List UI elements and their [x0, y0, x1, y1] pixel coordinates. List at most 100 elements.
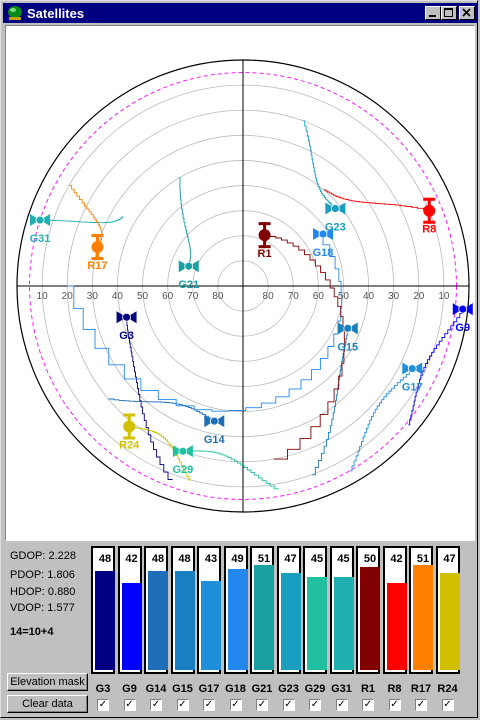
sky-plot[interactable]: 10 10 20 20 30 30 40 40 50 50 60 60 70 70 80 80 G3 G9 G… — [5, 25, 475, 541]
signal-bar-frame: 45 — [329, 546, 354, 674]
elevation-tick-label: 10 — [37, 291, 49, 302]
signal-bar-fill — [121, 583, 142, 670]
signal-value: 50 — [363, 553, 377, 565]
satellite-marker[interactable]: G14 — [204, 415, 226, 446]
satellite-track — [349, 368, 413, 472]
satellite-track — [323, 189, 430, 211]
signal-bar: 45 G29 ✓ — [303, 544, 327, 711]
satellite-enable-checkbox[interactable]: ✓ — [362, 699, 374, 711]
satellite-track — [303, 120, 336, 209]
signal-bar-label: G9 — [122, 683, 137, 695]
window-title: Satellites — [27, 6, 85, 21]
satellite-count: 14=10+4 — [10, 626, 54, 638]
signal-bar-frame: 50 — [356, 546, 380, 674]
maximize-icon — [444, 8, 453, 17]
signal-value: 47 — [443, 553, 456, 565]
signal-bar-label: G29 — [304, 683, 326, 695]
elevation-tick-label: 30 — [388, 291, 400, 302]
satellite-marker[interactable]: G18 — [313, 228, 334, 259]
signal-bar-fill — [254, 565, 274, 670]
signal-bar-frame: 47 — [276, 546, 301, 674]
satellite-enable-checkbox[interactable]: ✓ — [309, 699, 321, 711]
satellite-track — [264, 235, 346, 460]
signal-bar-frame: 42 — [382, 546, 407, 674]
satellite-marker[interactable]: G3 — [116, 311, 137, 342]
title-bar[interactable]: Satellites — [3, 3, 477, 23]
satellite-enable-checkbox[interactable]: ✓ — [229, 699, 242, 711]
satellite-track — [39, 216, 124, 224]
signal-value: 45 — [337, 553, 350, 565]
satellite-marker[interactable]: G29 — [172, 445, 193, 476]
signal-value: 48 — [98, 553, 112, 565]
satellite-enable-checkbox[interactable]: ✓ — [441, 699, 454, 711]
signal-bar-fill — [386, 583, 407, 670]
satellite-marker[interactable]: G9 — [452, 303, 473, 334]
sky-plot-canvas: 10 10 20 20 30 30 40 40 50 50 60 60 70 70 80 80 G3 G9 G… — [16, 59, 473, 513]
signal-bar-fill — [360, 567, 380, 670]
satellite-label: R24 — [119, 440, 140, 452]
signal-bar: 50 R1 ✓ — [356, 544, 380, 711]
elevation-tick-label: 30 — [87, 291, 99, 302]
satellite-marker[interactable]: G15 — [337, 322, 358, 353]
signal-bar-frame: 49 — [223, 546, 248, 674]
satellite-track — [126, 317, 173, 480]
signal-bar: 51 R17 ✓ — [409, 544, 433, 711]
signal-bar-frame: 51 — [250, 546, 274, 674]
satellite-label: G3 — [119, 330, 134, 342]
satellite-label: G29 — [172, 464, 193, 476]
signal-bar: 42 G9 ✓ — [117, 544, 142, 711]
satellite-enable-checkbox[interactable]: ✓ — [97, 699, 109, 711]
satellite-marker[interactable]: G21 — [178, 260, 199, 291]
signal-bar: 43 G17 ✓ — [197, 544, 221, 711]
satellite-marker[interactable]: G31 — [30, 214, 51, 245]
satellite-marker[interactable]: R24 — [119, 413, 140, 452]
satellite-marker[interactable]: R8 — [422, 197, 436, 236]
satellite-enable-checkbox[interactable]: ✓ — [335, 699, 348, 711]
signal-value: 49 — [231, 553, 244, 565]
satellite-track — [182, 450, 279, 490]
signal-bar-frame: 45 — [303, 546, 327, 674]
signal-bar-label: R24 — [437, 683, 458, 695]
signal-value: 43 — [204, 553, 218, 565]
clear-data-button[interactable]: Clear data — [7, 695, 88, 713]
satellite-enable-checkbox[interactable]: ✓ — [203, 699, 215, 711]
satellite-marker[interactable]: G17 — [402, 362, 423, 394]
signal-bar: 48 G3 ✓ — [91, 544, 115, 711]
satellite-track — [179, 176, 192, 267]
gdop-value: GDOP: 2.228 — [10, 550, 77, 562]
signal-bar-label: G18 — [225, 683, 246, 695]
signal-bar: 48 G15 ✓ — [170, 544, 195, 711]
close-button[interactable] — [459, 6, 475, 20]
maximize-button[interactable] — [441, 6, 457, 20]
satellite-enable-checkbox[interactable]: ✓ — [150, 699, 162, 711]
satellite-marker[interactable]: R1 — [258, 222, 272, 260]
vdop-value: VDOP: 1.577 — [10, 602, 75, 614]
satellite-marker[interactable]: R17 — [87, 234, 108, 272]
signal-bar: 47 R24 ✓ — [435, 544, 460, 711]
elevation-tick-label: 60 — [162, 291, 174, 302]
signal-bar-fill — [307, 577, 327, 670]
satellite-enable-checkbox[interactable]: ✓ — [256, 699, 268, 711]
satellite-enable-checkbox[interactable]: ✓ — [415, 699, 427, 711]
elevation-mask-button[interactable]: Elevation mask — [7, 673, 88, 691]
signal-bar: 48 G14 ✓ — [144, 544, 168, 711]
signal-bar: 47 G23 ✓ — [276, 544, 301, 711]
signal-bar-label: R8 — [387, 683, 402, 695]
satellite-label: R8 — [422, 224, 436, 236]
signal-value: 42 — [125, 553, 138, 565]
satellite-label: G18 — [313, 247, 334, 259]
signal-bar: 51 G21 ✓ — [250, 544, 274, 711]
satellite-enable-checkbox[interactable]: ✓ — [123, 699, 136, 711]
satellite-label: G17 — [402, 382, 423, 394]
satellite-track — [69, 185, 103, 247]
minimize-button[interactable] — [425, 6, 441, 20]
satellite-enable-checkbox[interactable]: ✓ — [176, 699, 189, 711]
satellite-enable-checkbox[interactable]: ✓ — [282, 699, 295, 711]
satellite-marker[interactable]: G23 — [325, 202, 346, 234]
signal-bar-label: G15 — [172, 683, 193, 695]
signal-bar-frame: 43 — [197, 546, 221, 674]
signal-bar-fill — [280, 573, 301, 670]
satellite-enable-checkbox[interactable]: ✓ — [388, 699, 401, 711]
signal-bars: 48 G3 ✓ 42 G9 ✓ 48 G14 ✓ 48 G15 ✓ 43 G17 ✓ 49 G18 ✓ 51 G21 ✓… — [91, 544, 475, 718]
signal-bar-fill — [95, 571, 115, 670]
